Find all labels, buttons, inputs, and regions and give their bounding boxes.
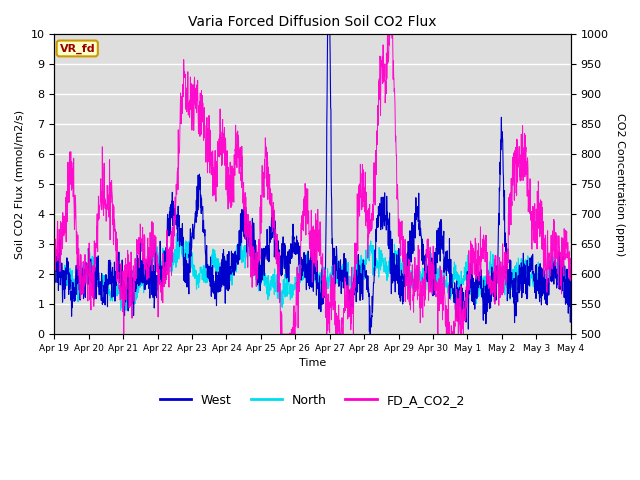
- X-axis label: Time: Time: [299, 359, 326, 369]
- Title: Varia Forced Diffusion Soil CO2 Flux: Varia Forced Diffusion Soil CO2 Flux: [188, 15, 436, 29]
- Legend: West, North, FD_A_CO2_2: West, North, FD_A_CO2_2: [155, 389, 470, 412]
- Y-axis label: CO2 Concentration (ppm): CO2 Concentration (ppm): [615, 113, 625, 256]
- Y-axis label: Soil CO2 Flux (mmol/m2/s): Soil CO2 Flux (mmol/m2/s): [15, 110, 25, 259]
- Text: VR_fd: VR_fd: [60, 43, 95, 54]
